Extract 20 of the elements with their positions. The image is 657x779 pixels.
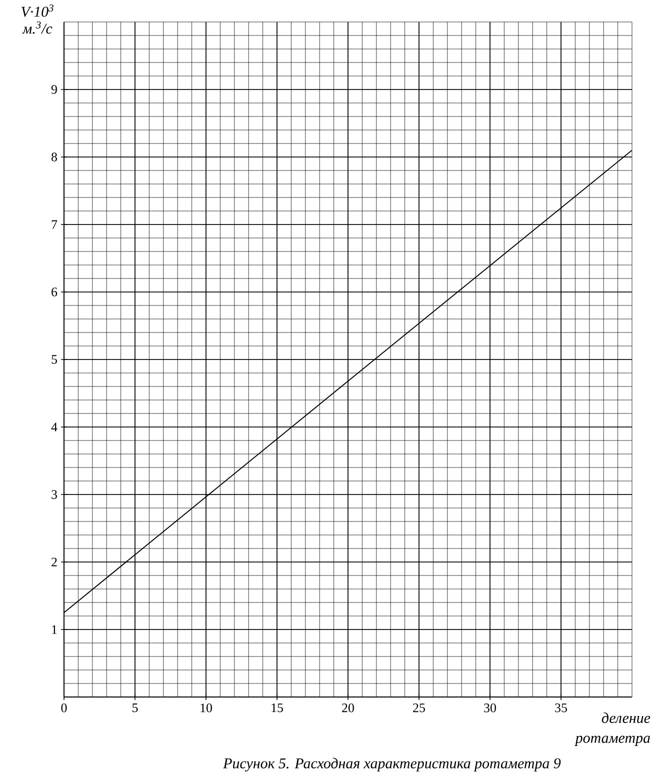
- y-tick-label: 5: [52, 355, 57, 364]
- y-tick-label: 8: [52, 152, 57, 162]
- x-axis-title: деление ротаметра: [574, 712, 650, 746]
- x-tick-label: 5: [132, 703, 138, 712]
- y-tick-label: 9: [51, 85, 57, 94]
- text: V·10$^{3}$ м.$^{3}$/с: [22, 4, 54, 34]
- x-tick-label: 0: [61, 704, 67, 712]
- x-tick-label: 10: [200, 704, 212, 712]
- x-tick-label: 15: [272, 704, 283, 712]
- y-tick-label: 6: [52, 288, 58, 296]
- y-tick-label: 2: [52, 558, 57, 566]
- x-tick-label: 35: [555, 703, 567, 712]
- y-tick-label: 1: [52, 625, 57, 634]
- y-tick-label: 4: [51, 422, 58, 432]
- text: Рисунок 5. Расходная характеристика ротаметра 9: [223, 758, 561, 772]
- y-tick-label: 7: [52, 220, 58, 229]
- x-tick-label: 20: [342, 704, 354, 712]
- x-tick-label: 30: [484, 704, 496, 712]
- y-tick-label: 3: [52, 490, 57, 499]
- x-tick-label: 25: [413, 703, 425, 712]
